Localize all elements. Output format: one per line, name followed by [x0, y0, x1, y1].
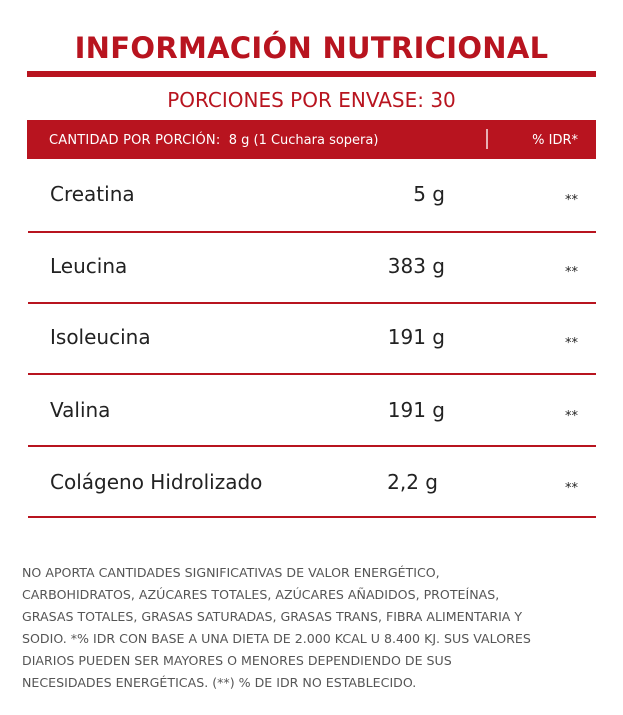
nutrient-amount: 191 g [387, 398, 445, 422]
footnote: NO APORTA CANTIDADES SIGNIFICATIVAS DE V… [22, 562, 531, 694]
nutrient-row: Leucina 383 g ** [28, 254, 596, 327]
footnote-line: DIARIOS PUEDEN SER MAYORES O MENORES DEP… [22, 653, 452, 668]
serving-size-label: CANTIDAD POR PORCIÓN: [49, 133, 221, 148]
serving-size: CANTIDAD POR PORCIÓN: 8 g (1 Cuchara sop… [49, 133, 378, 148]
row-divider [28, 302, 596, 304]
row-divider [28, 445, 596, 447]
nutrient-name: Valina [50, 398, 111, 422]
nutrient-amount: 2,2 g [387, 470, 438, 494]
table-header: CANTIDAD POR PORCIÓN: 8 g (1 Cuchara sop… [27, 120, 596, 159]
nutrient-amount: 191 g [387, 325, 445, 349]
nutrient-amount: 5 g [413, 182, 445, 206]
nutrient-name: Creatina [50, 182, 135, 206]
title-divider [27, 71, 596, 77]
row-divider [28, 231, 596, 233]
footnote-line: CARBOHIDRATOS, AZÚCARES TOTALES, AZÚCARE… [22, 587, 500, 602]
nutrient-row: Isoleucina 191 g ** [28, 325, 596, 398]
servings-per-container: PORCIONES POR ENVASE: 30 [167, 88, 456, 112]
nutrient-idr: ** [565, 481, 578, 496]
footnote-line: SODIO. *% IDR CON BASE A UNA DIETA DE 2.… [22, 631, 531, 646]
nutrient-row: Colágeno Hidrolizado 2,2 g ** [28, 470, 596, 543]
footnote-line: NO APORTA CANTIDADES SIGNIFICATIVAS DE V… [22, 565, 440, 580]
footnote-line: GRASAS TOTALES, GRASAS SATURADAS, GRASAS… [22, 609, 523, 624]
page-title: INFORMACIÓN NUTRICIONAL [74, 31, 549, 65]
nutrient-idr: ** [565, 265, 578, 280]
nutrient-name: Isoleucina [50, 325, 151, 349]
nutrient-amount: 383 g [387, 254, 445, 278]
row-divider [28, 516, 596, 518]
nutrient-idr: ** [565, 336, 578, 351]
nutrient-row: Creatina 5 g ** [28, 182, 596, 255]
row-divider [28, 373, 596, 375]
serving-size-value: 8 g (1 Cuchara sopera) [228, 133, 379, 148]
footnote-line: NECESIDADES ENERGÉTICAS. (**) % DE IDR N… [22, 675, 417, 690]
nutrient-row: Valina 191 g ** [28, 398, 596, 471]
nutrient-idr: ** [565, 193, 578, 208]
nutrient-name: Colágeno Hidrolizado [50, 470, 263, 494]
header-separator [486, 129, 488, 149]
idr-header: % IDR* [532, 133, 578, 148]
nutrient-idr: ** [565, 409, 578, 424]
nutrient-name: Leucina [50, 254, 128, 278]
